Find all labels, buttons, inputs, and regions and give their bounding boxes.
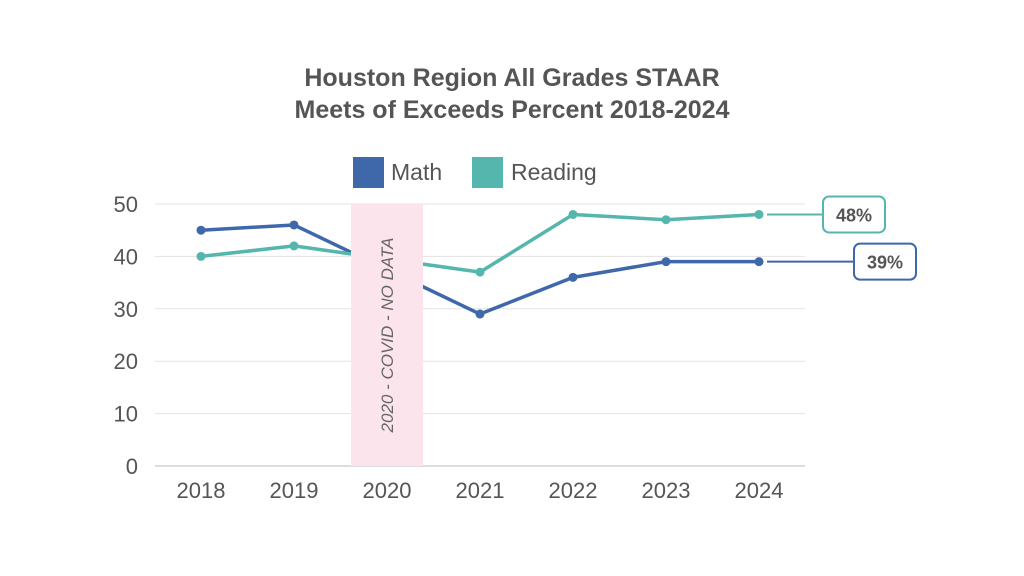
y-tick-label: 40 [114, 244, 138, 269]
legend-swatch-reading [472, 157, 503, 188]
legend-label-reading: Reading [511, 159, 597, 185]
x-tick-label: 2019 [270, 478, 319, 503]
data-point-reading-2022 [568, 209, 578, 219]
legend: Math Reading [353, 157, 597, 188]
data-point-math-2021 [475, 309, 485, 319]
data-point-reading-2018 [196, 251, 206, 261]
x-tick-label: 2021 [456, 478, 505, 503]
legend-label-math: Math [391, 159, 442, 185]
series-line-math [199, 223, 761, 316]
chart-title-line-1: Houston Region All Grades STAAR [304, 64, 719, 92]
callout-label-reading: 48% [836, 205, 872, 225]
chart-title-line-2: Meets of Exceeds Percent 2018-2024 [295, 96, 730, 124]
covid-gap-band [351, 204, 423, 466]
data-point-reading-2021 [475, 267, 485, 277]
data-point-math-2022 [568, 272, 578, 282]
series-line-reading [199, 212, 761, 274]
x-tick-label: 2022 [549, 478, 598, 503]
data-point-math-2024 [754, 257, 764, 267]
y-tick-label: 20 [114, 349, 138, 374]
y-tick-label: 10 [114, 402, 138, 427]
x-tick-label: 2023 [642, 478, 691, 503]
callout-box-math [853, 242, 917, 281]
plot-area: 0 10 20 30 40 50 2018 2019 2020 2021 2022 2023 2024 2… [114, 192, 917, 503]
data-point-reading-2023 [661, 215, 671, 225]
covid-gap-label: 2020 - COVID - NO DATA [378, 238, 397, 434]
x-tick-label: 2020 [363, 478, 412, 503]
y-tick-label: 50 [114, 192, 138, 217]
x-tick-label: 2018 [177, 478, 226, 503]
data-point-reading-2019 [289, 241, 299, 251]
y-tick-label: 30 [114, 297, 138, 322]
data-point-math-2019 [289, 220, 299, 230]
data-point-math-2023 [661, 257, 671, 267]
x-tick-label: 2024 [735, 478, 784, 503]
y-tick-label: 0 [126, 454, 138, 479]
callout-box-reading [822, 195, 886, 234]
callout-label-math: 39% [867, 253, 903, 273]
data-point-math-2018 [196, 225, 206, 235]
data-point-reading-2024 [754, 209, 764, 219]
legend-swatch-math [353, 157, 384, 188]
